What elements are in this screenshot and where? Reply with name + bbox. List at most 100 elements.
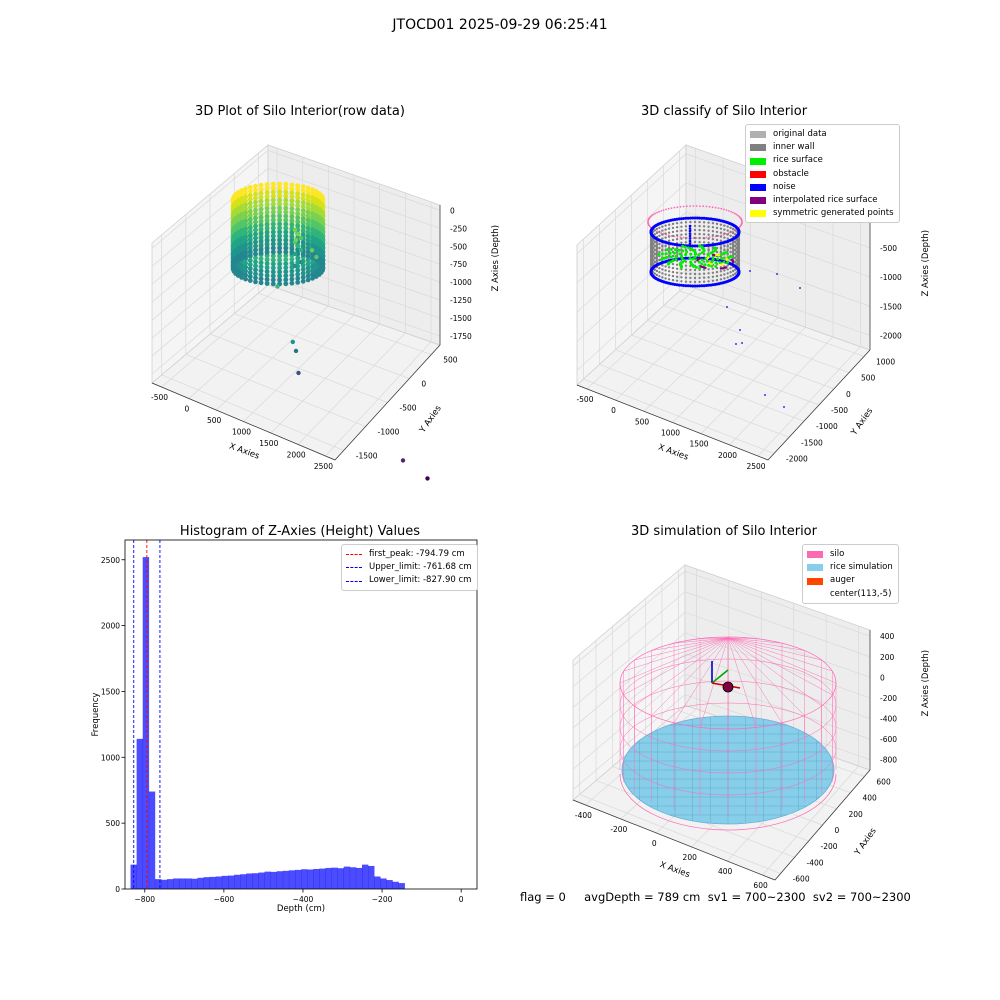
raw-silo-point	[270, 233, 276, 239]
cls-grid-y	[679, 290, 865, 357]
panel2-title: 3D classify of Silo Interior	[640, 104, 808, 119]
cls-inner-wall-point	[689, 280, 692, 284]
raw-silo-point	[258, 272, 264, 278]
cls-inner-wall-point	[711, 234, 715, 237]
raw-silo-point	[289, 256, 295, 262]
raw-silo-point	[253, 195, 258, 201]
cls-rice-surface-point	[703, 263, 707, 267]
cls-inner-wall-point	[693, 268, 697, 272]
cls-inner-wall-point	[719, 278, 723, 281]
cls-inner-wall-point	[671, 230, 675, 234]
cls-silo-point	[667, 207, 670, 210]
sim-z-tick-label: 400	[880, 632, 895, 641]
legend-entry: inner wall	[750, 141, 894, 154]
raw-silo-point	[310, 267, 315, 273]
raw-silo-point	[243, 238, 249, 244]
histogram-frame	[124, 539, 478, 890]
cls-noise-point	[698, 284, 702, 288]
cls-inner-wall-point	[731, 273, 735, 277]
raw-silo-point	[264, 214, 270, 219]
cls-inner-wall-point	[664, 265, 667, 268]
cls-symmetric-point	[706, 257, 709, 260]
cls-y-tick-label: -500	[831, 406, 848, 415]
cls-noise-point	[691, 284, 695, 288]
cls-inner-wall-point	[693, 224, 697, 228]
cls-inner-wall-point	[723, 273, 726, 276]
raw-silo-point	[264, 265, 270, 270]
raw-silo-point	[305, 237, 311, 243]
raw-silo-point	[270, 253, 276, 259]
cls-rice-surface-point	[711, 257, 715, 261]
raw-silo-point	[253, 223, 258, 229]
cls-inner-wall-point	[684, 272, 688, 275]
cls-inner-wall-point	[661, 237, 664, 240]
raw-silo-point	[277, 225, 282, 231]
cls-silo-point	[665, 208, 667, 211]
cls-inner-wall-point	[675, 279, 679, 282]
raw-silo-point	[247, 233, 253, 238]
histogram-bar	[355, 867, 363, 889]
cls-inner-wall-point	[653, 253, 656, 256]
raw-y-tick-label: -500	[400, 404, 417, 413]
raw-silo-point	[264, 186, 270, 191]
legend-entry: silo	[807, 548, 893, 561]
cls-y-tick-label: 0	[846, 390, 851, 399]
sim-x-tick-label: -400	[575, 811, 592, 820]
legend-label: center(113,-5)	[830, 588, 892, 599]
raw-x-tick-label: 2500	[314, 462, 333, 471]
sim-silo-roof-line	[651, 637, 729, 716]
cls-silo-point	[727, 232, 730, 235]
raw-silo-point	[270, 213, 276, 219]
cls-noise-point	[707, 283, 711, 287]
cls-rice-surface-point	[725, 250, 729, 254]
legend-swatch	[750, 157, 766, 165]
raw-z-tick-label: -1750	[450, 332, 472, 341]
cls-inner-wall-point	[675, 271, 679, 274]
cls-grid-y	[663, 305, 850, 373]
raw-silo-point	[247, 221, 253, 226]
cls-silo-point	[692, 237, 695, 239]
cls-x-tick-label: 2000	[718, 451, 737, 460]
raw-silo-point	[277, 181, 282, 187]
legend-entry: rice surface	[750, 154, 894, 167]
raw-silo-point	[300, 228, 306, 234]
cls-inner-wall-point	[684, 241, 688, 244]
cls-inner-wall-point	[655, 227, 659, 231]
cls-inner-wall-point	[655, 247, 659, 251]
sim-y-tick-label: 0	[835, 826, 840, 835]
histogram-bar	[167, 879, 174, 889]
cls-silo-point	[723, 208, 725, 211]
raw-silo-point	[247, 193, 253, 198]
legend-entry: original data	[750, 128, 894, 141]
cls-rice-surface-point	[727, 256, 731, 259]
cls-inner-wall-point	[707, 276, 710, 279]
classify-legend: original data inner wall rice surface obsta…	[745, 124, 900, 224]
histogram-bar	[154, 879, 162, 889]
raw-silo-point	[243, 194, 249, 200]
raw-silo-point	[300, 196, 306, 202]
raw-silo-point	[289, 190, 295, 196]
cls-grid-z	[576, 211, 871, 313]
cls-inner-wall-point	[680, 221, 683, 224]
raw-silo-point	[239, 236, 245, 242]
raw-x-tick-label: 1500	[259, 439, 278, 448]
cls-rice-surface-point	[681, 249, 685, 253]
raw-silo-point	[298, 247, 304, 253]
histogram-x-tick-label: −800	[134, 895, 155, 904]
cls-inner-wall-point	[729, 234, 732, 237]
cls-inner-wall-point	[667, 223, 671, 226]
cls-inner-wall-point	[675, 230, 679, 233]
raw-silo-point	[258, 202, 264, 208]
legend-label: symmetric generated points	[773, 208, 894, 219]
cls-silo-point	[658, 210, 660, 213]
raw-silo-point	[243, 214, 249, 220]
raw-silo-point	[298, 235, 304, 241]
cls-inner-wall-point	[719, 227, 723, 230]
cls-x-tick-label: 0	[611, 406, 616, 415]
raw-silo-point	[243, 210, 249, 216]
raw-silo-point	[253, 239, 258, 245]
raw-silo-point	[300, 184, 306, 190]
cls-inner-wall-point	[675, 275, 679, 278]
legend-entry: auger	[807, 574, 893, 587]
cls-silo-point	[660, 232, 663, 235]
